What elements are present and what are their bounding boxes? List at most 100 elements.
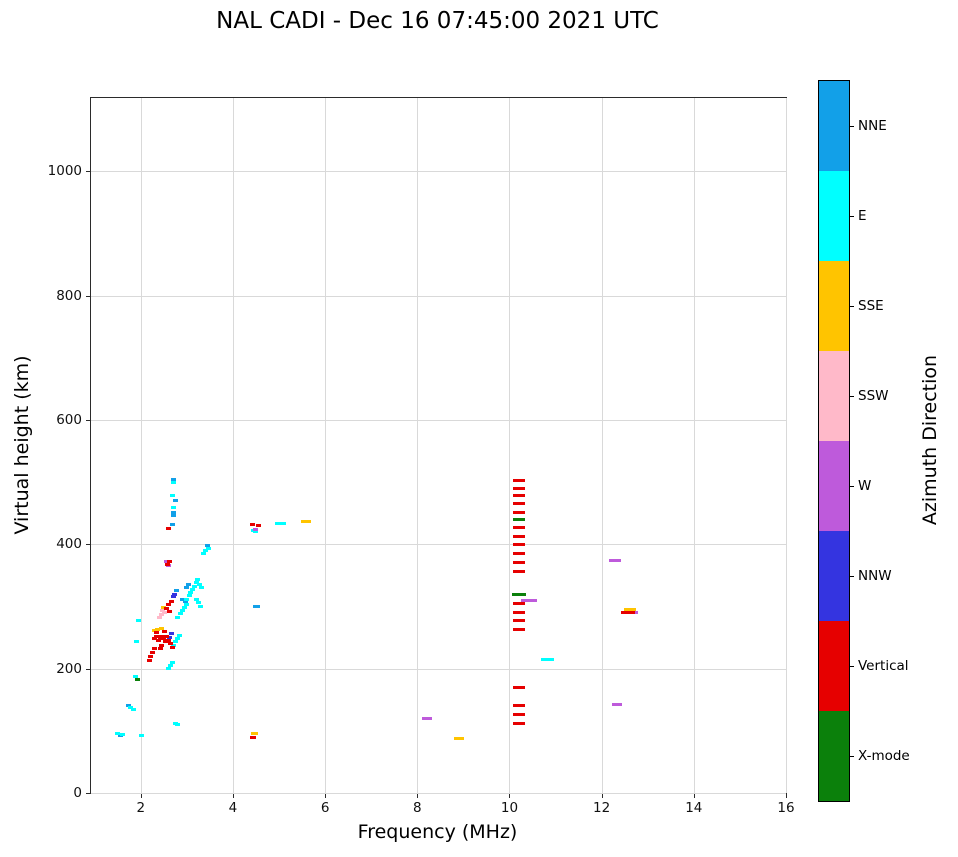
colorbar-title: Azimuth Direction: [919, 354, 941, 526]
y-tick-label: 800: [56, 287, 82, 304]
chart-title: NAL CADI - Dec 16 07:45:00 2021 UTC: [216, 8, 659, 34]
data-point: [512, 601, 525, 605]
x-tick-label: 10: [500, 800, 519, 816]
gridline-vertical: [232, 98, 234, 793]
data-point: [520, 598, 537, 602]
x-tick-mark: [693, 793, 695, 798]
data-point: [186, 583, 192, 587]
gridline-horizontal: [91, 420, 786, 421]
data-point: [154, 628, 160, 631]
colorbar-segment: [819, 711, 849, 801]
data-point: [154, 631, 160, 635]
y-axis-label: Virtual height (km): [11, 355, 33, 535]
data-point: [253, 605, 261, 608]
colorbar-tick-label: W: [858, 478, 872, 494]
data-point: [250, 732, 258, 736]
data-point: [189, 588, 195, 592]
data-point: [166, 636, 172, 640]
data-point: [200, 551, 206, 555]
data-point: [128, 705, 134, 709]
data-point: [146, 659, 152, 663]
data-point: [159, 644, 165, 648]
y-tick-label: 0: [73, 785, 82, 801]
data-point: [133, 640, 139, 644]
colorbar-tick-mark: [849, 756, 854, 757]
colorbar-tick-label: SSE: [858, 298, 884, 314]
data-point: [130, 707, 136, 711]
data-point: [119, 733, 125, 737]
data-point: [546, 657, 555, 661]
data-point: [115, 732, 121, 736]
colorbar-segment: [819, 261, 849, 351]
data-point: [184, 586, 190, 590]
colorbar-tick-label: NNE: [858, 118, 887, 134]
y-tick-label: 200: [56, 660, 82, 677]
data-point: [162, 629, 168, 633]
data-point: [256, 524, 262, 528]
y-tick-label: 1000: [47, 163, 82, 180]
colorbar-tick-label: Vertical: [858, 658, 909, 674]
data-point: [161, 637, 167, 641]
data-point: [621, 611, 636, 615]
data-point: [205, 546, 211, 550]
data-point: [161, 605, 167, 609]
y-tick-label: 600: [56, 412, 82, 428]
gridline-horizontal: [91, 668, 786, 670]
data-point: [170, 514, 176, 518]
data-point: [165, 603, 171, 607]
colorbar-segment: [819, 81, 849, 171]
data-point: [512, 543, 525, 547]
y-tick-mark: [86, 420, 91, 421]
data-point: [199, 586, 205, 590]
data-point: [175, 723, 181, 727]
data-point: [150, 651, 156, 654]
data-point: [164, 634, 170, 638]
x-tick-mark: [417, 793, 419, 798]
data-point: [188, 591, 194, 595]
data-point: [158, 627, 164, 631]
colorbar-tick-mark: [849, 486, 854, 487]
data-point: [171, 510, 177, 514]
data-point: [512, 510, 525, 514]
x-tick-label: 4: [228, 800, 238, 816]
gridline-vertical: [601, 98, 603, 793]
data-point: [512, 486, 525, 490]
data-point: [191, 585, 197, 589]
data-point: [155, 638, 161, 642]
data-point: [202, 549, 208, 553]
x-tick-mark: [601, 793, 603, 798]
data-point: [609, 559, 622, 562]
data-point: [169, 660, 175, 664]
data-point: [170, 480, 176, 484]
x-tick-mark: [509, 793, 511, 798]
gridline-vertical: [509, 98, 511, 793]
data-point: [512, 517, 525, 521]
colorbar-tick-mark: [849, 396, 854, 397]
data-point: [195, 578, 201, 582]
data-point: [169, 522, 175, 526]
data-point: [169, 646, 175, 650]
data-point: [193, 581, 199, 585]
colorbar-segment: [819, 441, 849, 531]
gridline-vertical: [325, 98, 327, 793]
colorbar-tick-mark: [849, 216, 854, 217]
data-point: [175, 637, 181, 641]
data-point: [167, 642, 173, 646]
data-point: [148, 654, 154, 658]
data-point: [176, 634, 182, 638]
data-point: [512, 534, 525, 538]
colorbar-segment: [819, 531, 849, 621]
gridline-horizontal: [91, 171, 786, 173]
colorbar-tick-label: E: [858, 208, 867, 224]
y-tick-mark: [86, 793, 91, 794]
data-point: [173, 640, 179, 644]
data-point: [152, 647, 158, 651]
gridline-horizontal: [91, 544, 786, 546]
data-point: [177, 612, 183, 616]
data-point: [170, 595, 176, 599]
data-point: [170, 477, 176, 481]
data-point: [253, 527, 259, 531]
data-point: [173, 499, 179, 503]
data-point: [541, 657, 550, 661]
data-point: [250, 529, 256, 533]
